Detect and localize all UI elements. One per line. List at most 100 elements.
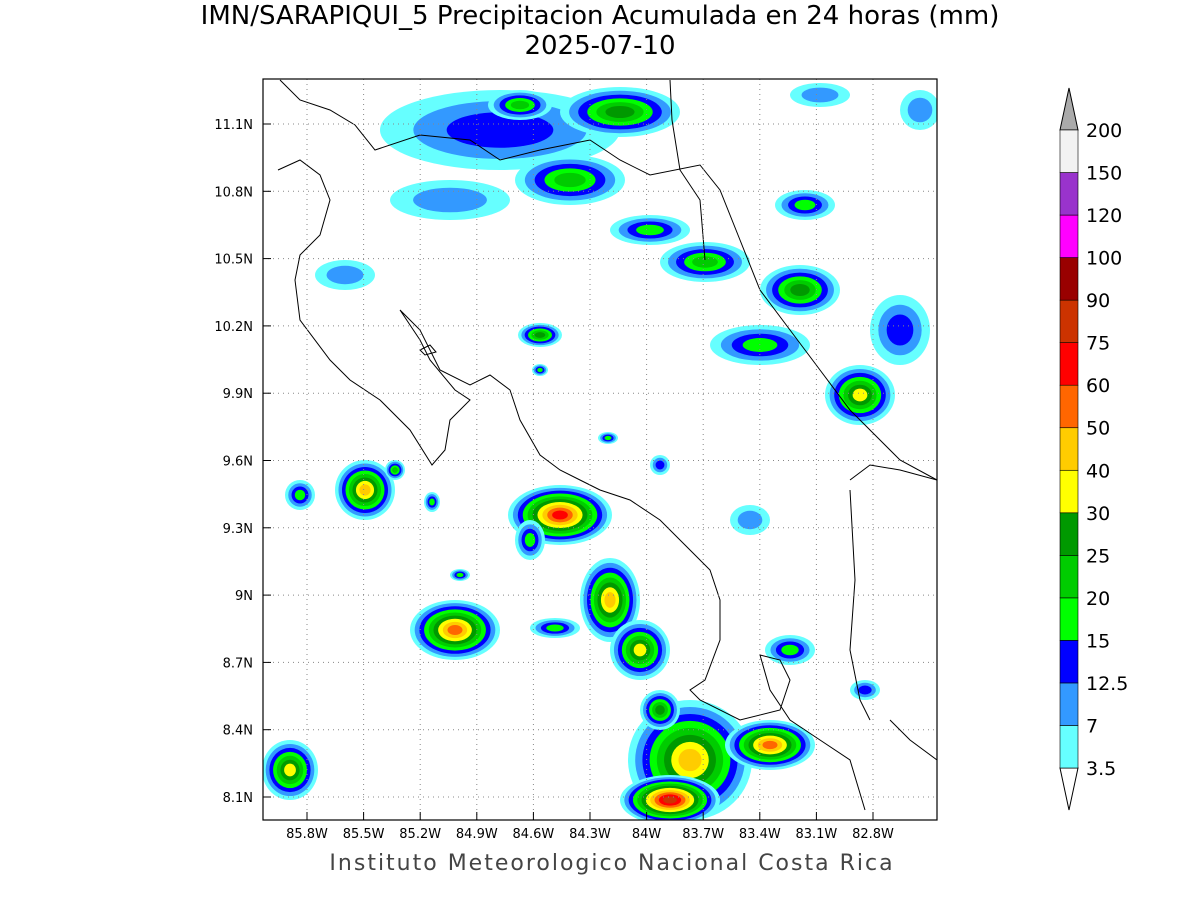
- precip-contour: [605, 105, 635, 119]
- map-frame: [262, 78, 938, 821]
- precip-contour: [413, 187, 487, 213]
- graticule: [263, 79, 937, 820]
- precip-contour: [359, 484, 371, 496]
- colorbar-band: [1059, 640, 1079, 684]
- precip-contour: [633, 643, 647, 657]
- colorbar-label: 40: [1086, 460, 1110, 482]
- colorbar-label: 50: [1086, 418, 1110, 440]
- colorbar-band: [1059, 427, 1079, 471]
- precip-contour: [446, 112, 554, 148]
- precip-contour: [655, 460, 665, 470]
- colorbar-band: [1059, 342, 1079, 386]
- precip-contour: [762, 740, 778, 750]
- lat-tick-label: 8.4N: [223, 724, 253, 739]
- precip-contour: [737, 510, 763, 530]
- precip-contour: [794, 199, 816, 211]
- lat-tick-label: 9.3N: [223, 522, 253, 537]
- lon-tick-label: 82.8W: [852, 827, 894, 842]
- precip-contour: [678, 748, 702, 772]
- colorbar-label: 15: [1086, 630, 1110, 652]
- lat-tick-label: 10.8N: [214, 185, 253, 200]
- colorbar-label: 150: [1086, 163, 1122, 185]
- lon-tick-label: 85.2W: [399, 827, 441, 842]
- footer: Instituto Meteorologico Nacional Costa R…: [329, 851, 894, 876]
- precip-contour: [552, 510, 568, 520]
- precip-contour: [655, 705, 665, 715]
- lat-tick-label: 9.9N: [223, 387, 253, 402]
- colorbar-label: 30: [1086, 503, 1110, 525]
- colorbar-label: 100: [1086, 248, 1122, 270]
- colorbar-band: [1059, 555, 1079, 599]
- title: IMN/SARAPIQUI_5 Precipitacion Acumulada …: [201, 1, 1000, 31]
- precip-contour: [546, 624, 564, 632]
- colorbar-over: [1059, 87, 1079, 131]
- colorbar-band: [1059, 172, 1079, 216]
- colorbar-label: 20: [1086, 588, 1110, 610]
- colorbar-label: 200: [1086, 120, 1122, 142]
- lon-tick-label: 84.9W: [456, 827, 498, 842]
- colorbar-band: [1059, 384, 1079, 429]
- precip-contour: [456, 572, 464, 578]
- lon-tick-label: 84.6W: [512, 827, 554, 842]
- lon-tick-label: 85.5W: [343, 827, 385, 842]
- colorbar-label: 12.5: [1086, 673, 1128, 695]
- colorbar-band: [1059, 597, 1079, 641]
- colorbar-band: [1059, 469, 1079, 514]
- colorbar-label: 25: [1086, 545, 1110, 567]
- precip-contour: [781, 644, 799, 656]
- precip-contour: [510, 100, 530, 110]
- precip-contour: [604, 592, 616, 608]
- lon-tick-label: 84W: [632, 827, 662, 842]
- colorbar-label: 90: [1086, 290, 1110, 312]
- precip-contour: [534, 332, 546, 338]
- precip-contour: [692, 256, 718, 268]
- colorbar-label: 7: [1086, 715, 1098, 737]
- precip-contour: [907, 97, 933, 123]
- lon-tick-label: 83.7W: [682, 827, 724, 842]
- colorbar-band: [1059, 299, 1079, 343]
- precip-contour: [604, 435, 612, 441]
- colorbar-band: [1059, 257, 1079, 301]
- precip-field: [263, 83, 937, 820]
- colorbar-band: [1059, 129, 1079, 173]
- lon-tick-label: 83.4W: [739, 827, 781, 842]
- lat-tick-label: 8.7N: [223, 656, 253, 671]
- precip-contour: [447, 625, 463, 635]
- precip-contour: [294, 489, 306, 501]
- colorbar-label: 3.5: [1086, 758, 1116, 780]
- precip-contour: [636, 224, 664, 236]
- lon-tick-label: 83.1W: [795, 827, 837, 842]
- colorbar-band: [1059, 214, 1079, 258]
- lat-tick-label: 9N: [235, 589, 253, 604]
- precip-contour: [790, 283, 810, 297]
- date: 2025-07-10: [524, 31, 675, 61]
- precip-contour: [392, 467, 398, 473]
- colorbar-band: [1059, 682, 1079, 726]
- precip-contour: [284, 763, 296, 777]
- lon-tick-label: 84.3W: [569, 827, 611, 842]
- lat-tick-label: 10.5N: [214, 253, 253, 268]
- colorbar-band: [1059, 725, 1079, 769]
- precip-contour: [858, 685, 872, 695]
- colorbar-label: 75: [1086, 333, 1110, 355]
- precip-contour: [537, 367, 543, 373]
- precip-contour: [852, 388, 868, 402]
- precip-contour: [554, 172, 586, 188]
- lat-tick-label: 10.2N: [214, 320, 253, 335]
- lon-tick-label: 85.8W: [286, 827, 328, 842]
- lat-tick-label: 8.1N: [223, 791, 253, 806]
- colorbar-under: [1059, 767, 1079, 811]
- colorbar-label: 120: [1086, 205, 1122, 227]
- lat-tick-label: 11.1N: [214, 118, 253, 133]
- precip-contour: [524, 533, 536, 547]
- colorbar-band: [1059, 512, 1079, 556]
- precip-contour: [886, 314, 914, 346]
- precip-contour: [429, 498, 435, 506]
- lat-tick-label: 9.6N: [223, 455, 253, 470]
- precip-contour: [326, 265, 364, 285]
- colorbar-label: 60: [1086, 375, 1110, 397]
- precip-contour: [663, 796, 677, 804]
- precip-contour: [742, 338, 778, 352]
- precip-contour: [801, 87, 839, 103]
